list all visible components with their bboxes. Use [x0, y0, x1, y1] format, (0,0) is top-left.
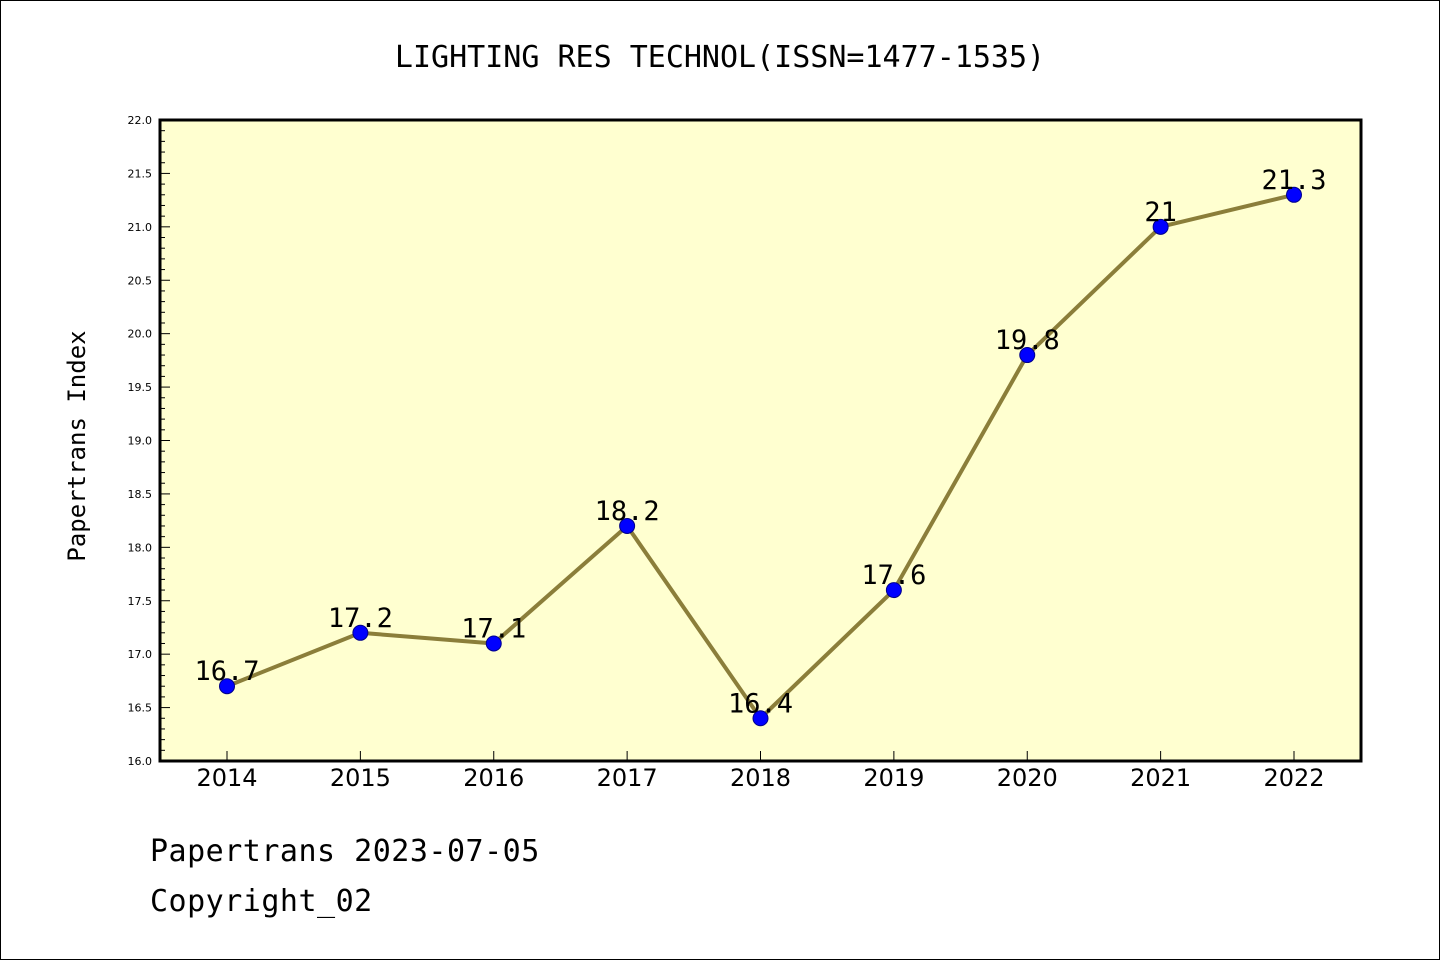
chart-title: LIGHTING RES TECHNOL(ISSN=1477-1535): [395, 40, 1045, 75]
x-tick-label: 2017: [597, 764, 658, 792]
y-tick-label: 21.5: [128, 167, 153, 180]
x-tick-label: 2016: [463, 764, 524, 792]
data-point: [1152, 218, 1169, 235]
x-tick-label: 2018: [730, 764, 791, 792]
y-tick-label: 18.5: [128, 488, 153, 501]
footer-date: Papertrans 2023-07-05: [150, 834, 540, 869]
data-label: 17.2: [328, 603, 393, 634]
x-axis: 2014 2015 2016 2017 2018 2019 2020 2021 2022: [196, 751, 1325, 792]
data-label: 21: [1144, 197, 1177, 228]
x-tick-label: 2022: [1263, 764, 1324, 792]
data-point: [619, 517, 636, 534]
data-point: [1286, 186, 1302, 203]
y-axis-label: Papertrans Index: [63, 330, 91, 561]
data-point: [1019, 347, 1036, 364]
x-tick-label: 2021: [1130, 764, 1191, 792]
data-label: 17.6: [861, 560, 926, 591]
data-point: [885, 582, 902, 599]
data-point: [752, 710, 769, 727]
y-tick-label: 22.0: [128, 114, 153, 127]
x-tick-label: 2020: [997, 764, 1058, 792]
data-label: 19.8: [995, 325, 1060, 356]
x-tick-label: 2015: [330, 764, 391, 792]
data-label: 16.7: [194, 656, 259, 687]
data-label: 21.3: [1261, 165, 1326, 196]
data-label: 16.4: [728, 688, 793, 719]
data-label: 17.1: [461, 613, 526, 644]
y-tick-label: 16.0: [128, 755, 153, 768]
plot-area: [160, 120, 1361, 761]
y-tick-label: 19.0: [128, 435, 153, 448]
y-tick-label: 16.5: [128, 702, 153, 715]
data-label: 18.2: [595, 496, 660, 527]
x-tick-label: 2019: [863, 764, 924, 792]
y-tick-label: 20.0: [128, 328, 153, 341]
series-layer: 16.7 17.2 17.1 18.2 16.4 17.6 19.8 21 21.3: [194, 165, 1327, 727]
y-tick-label: 20.5: [128, 274, 153, 287]
y-tick-label: 19.5: [128, 381, 153, 394]
data-point: [219, 678, 235, 695]
footer-copyright: Copyright_02: [150, 884, 373, 919]
data-point: [485, 635, 502, 652]
y-tick-label: 17.5: [128, 595, 153, 608]
y-tick-label: 21.0: [128, 221, 153, 234]
data-point: [352, 624, 369, 641]
x-tick-label: 2014: [196, 764, 257, 792]
y-tick-label: 18.0: [128, 541, 153, 554]
y-tick-label: 17.0: [128, 648, 153, 661]
plot-border: [158, 118, 1363, 763]
